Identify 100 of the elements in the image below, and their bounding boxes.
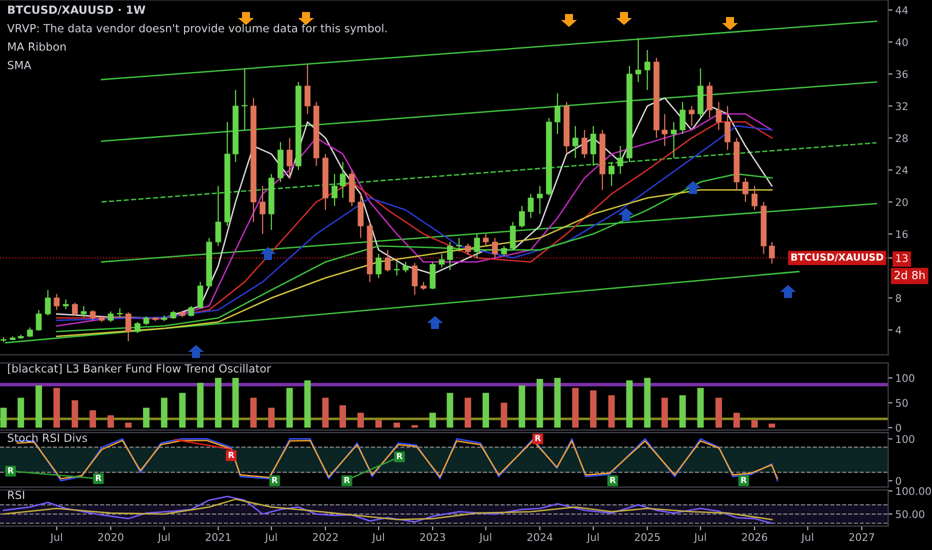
candlestick [635,37,642,83]
candlestick [402,261,409,273]
candlestick [662,113,668,147]
bar [464,398,472,428]
y-tick-label: 40 [896,38,908,46]
candlestick [62,299,69,310]
y-tick-label: 44 [896,6,908,14]
candlestick [706,81,713,119]
x-tick-label: Jul [50,532,62,543]
candlestick [536,185,543,215]
y-tick-label: 100 [896,435,914,443]
y-tick-label: 50.00 [896,510,924,518]
bar [375,420,382,428]
bar [751,420,758,428]
candlestick [572,125,578,159]
data-label: R [610,476,616,484]
candlestick [332,173,338,207]
bar [554,378,561,428]
bar [768,424,776,428]
candlestick [464,243,471,256]
bar [286,388,293,428]
candlestick [680,101,686,135]
candlestick [80,305,87,318]
y-tick-label: 24 [896,166,908,174]
candlestick [501,245,507,257]
bar [179,392,186,428]
data-label: R [272,476,278,484]
candlestick [197,281,204,309]
candlestick [384,249,391,272]
bar [608,395,615,428]
bar [90,410,96,428]
bar [644,378,651,428]
candlestick [412,262,418,296]
chart-title: RSI [8,490,24,500]
candlestick [358,193,364,239]
bar [518,385,526,428]
y-tick-label: 36 [896,70,908,78]
candlestick [90,309,96,321]
candlestick [215,185,222,247]
bar [536,378,544,428]
candlestick [242,68,248,131]
bar [143,408,150,428]
candlestick [134,321,140,334]
candlestick [670,121,677,159]
bar [572,388,579,428]
x-tick-label: 2022 [312,533,338,542]
y-tick-label: 20 [896,198,908,206]
candlestick [54,293,60,311]
chart-title: Stoch RSI Divs [8,433,88,442]
candlestick [716,101,722,131]
data-label: R [741,476,747,484]
bar [304,380,311,428]
y-tick-label: 50 [896,398,908,407]
data-label: R [535,435,541,442]
candlestick [608,161,614,187]
candlestick [430,261,436,290]
bar [268,408,275,428]
bar [679,395,686,428]
candlestick [510,221,516,251]
bar [125,422,132,428]
y-tick-label: 16 [896,230,908,238]
bar [36,385,42,428]
candlestick [438,253,445,268]
x-tick-label: Jul [372,532,384,543]
candlestick [617,145,624,175]
x-tick-label: 2027 [849,533,874,542]
candlestick [752,185,758,211]
bar [0,408,7,428]
candlestick [447,241,453,271]
bar [446,392,454,428]
bar [18,398,24,428]
y-tick-label: 4 [896,326,902,334]
candlestick [125,312,132,342]
bar [661,398,668,428]
bar [160,398,168,428]
bar [340,405,346,428]
y-tick-label: 32 [896,102,908,110]
data-label: R [228,452,234,458]
y-tick-label: 8 [896,294,902,302]
bar [733,412,740,428]
candlestick [768,241,775,264]
y-tick-label: 0 [896,424,902,432]
x-tick-label: 2026 [742,533,768,542]
candlestick [582,129,588,159]
y-tick-label: 100 [896,374,914,382]
candlestick [492,237,498,259]
annotation: SMA [8,60,32,70]
chart-title: BTCUSD/XAUUSD · 1W [8,6,146,15]
bar [197,382,204,428]
annotation: MA Ribbon [8,42,66,51]
candlestick [482,233,489,246]
candlestick [286,137,293,179]
candlestick [72,302,78,316]
bar [53,388,60,428]
bar [411,425,418,428]
data-label: R [96,474,102,481]
y-tick-label: 28 [896,134,908,142]
annotation: VRVP: The data vendor doesn't provide volume data for this symbol. [7,24,387,35]
x-tick-label: Jul [264,532,277,543]
bar [500,402,508,428]
